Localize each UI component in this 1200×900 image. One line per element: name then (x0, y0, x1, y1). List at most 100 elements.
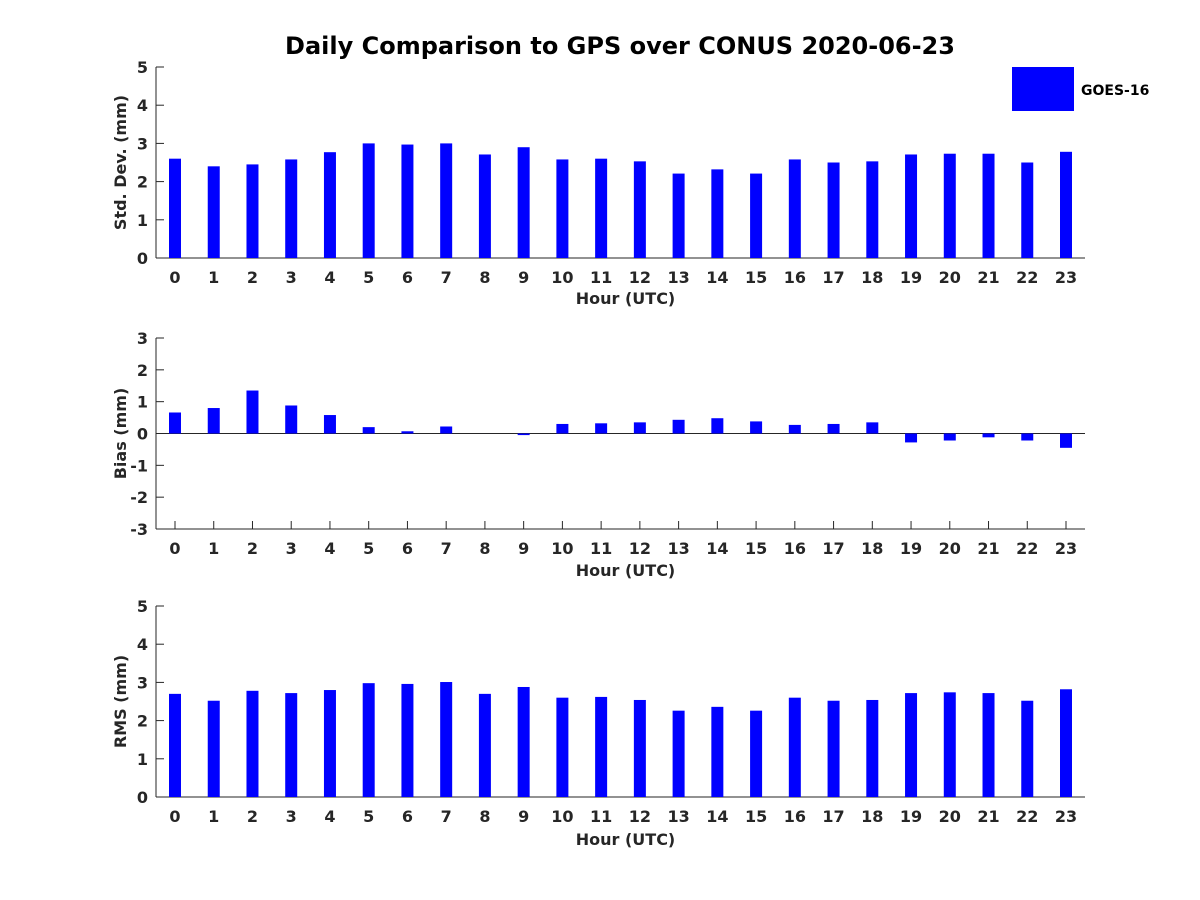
x-tick-label: 0 (169, 539, 180, 558)
bar-rms-hour-12 (633, 699, 646, 797)
x-tick-label: 23 (1055, 539, 1077, 558)
x-tick-label: 6 (402, 807, 413, 826)
x-tick-label: 9 (518, 807, 529, 826)
y-axis-label: Bias (mm) (111, 388, 130, 480)
x-tick-label: 3 (286, 807, 297, 826)
bar-stddev-hour-18 (866, 161, 879, 258)
x-tick-label: 23 (1055, 268, 1077, 287)
x-tick-label: 9 (518, 539, 529, 558)
bar-rms-hour-4 (323, 690, 336, 797)
bar-stddev-hour-2 (246, 164, 259, 258)
y-tick-label: 2 (137, 173, 148, 192)
y-tick-label: 5 (137, 58, 148, 77)
bar-bias-hour-13 (672, 419, 685, 434)
bar-stddev-hour-5 (362, 143, 375, 258)
bar-rms-hour-5 (362, 683, 375, 797)
x-tick-label: 1 (208, 539, 219, 558)
x-tick-label: 14 (706, 539, 728, 558)
x-tick-label: 13 (667, 539, 689, 558)
bar-bias-hour-16 (788, 424, 801, 434)
x-tick-label: 15 (745, 807, 767, 826)
x-tick-label: 8 (479, 539, 490, 558)
y-tick-label: 4 (137, 96, 148, 115)
x-tick-label: 12 (629, 268, 651, 287)
bar-rms-hour-21 (982, 693, 995, 797)
x-tick-label: 18 (861, 268, 883, 287)
x-tick-label: 20 (939, 539, 961, 558)
bar-stddev-hour-12 (633, 161, 646, 258)
x-tick-label: 16 (784, 807, 806, 826)
bar-stddev-hour-1 (207, 166, 220, 258)
bar-stddev-hour-3 (285, 159, 298, 258)
x-tick-label: 7 (441, 539, 452, 558)
bar-stddev-hour-16 (788, 159, 801, 258)
bar-bias-hour-23 (1060, 433, 1072, 448)
bar-stddev-hour-13 (672, 173, 685, 258)
y-tick-label: 3 (137, 134, 148, 153)
x-tick-label: 14 (706, 268, 728, 287)
x-tick-label: 23 (1055, 807, 1077, 826)
x-tick-label: 19 (900, 807, 922, 826)
bar-bias-hour-18 (866, 422, 879, 434)
x-tick-label: 9 (518, 268, 529, 287)
bar-rms-hour-23 (1060, 689, 1072, 797)
x-tick-label: 3 (286, 268, 297, 287)
legend: GOES-16 (1012, 67, 1149, 111)
y-tick-label: 3 (137, 673, 148, 692)
bar-bias-hour-6 (401, 431, 414, 434)
bar-bias-hour-17 (827, 423, 840, 434)
x-tick-label: 8 (479, 268, 490, 287)
bar-rms-hour-7 (440, 682, 453, 797)
bar-bias-hour-4 (323, 415, 336, 434)
bar-stddev-hour-14 (711, 169, 724, 258)
x-tick-label: 4 (324, 539, 335, 558)
bar-bias-hour-1 (207, 408, 220, 434)
bar-rms-hour-19 (905, 693, 918, 797)
bar-bias-hour-12 (633, 422, 646, 434)
x-tick-label: 10 (551, 539, 573, 558)
y-tick-label: 4 (137, 635, 148, 654)
x-tick-label: 12 (629, 539, 651, 558)
bar-bias-hour-10 (556, 423, 569, 434)
x-tick-label: 6 (402, 539, 413, 558)
x-tick-label: 20 (939, 268, 961, 287)
x-tick-label: 3 (286, 539, 297, 558)
x-tick-label: 21 (977, 807, 999, 826)
bar-rms-hour-1 (207, 700, 220, 797)
bar-rms-hour-16 (788, 697, 801, 797)
bar-stddev-hour-23 (1060, 151, 1072, 258)
y-tick-label: 1 (137, 750, 148, 769)
y-tick-label: -3 (130, 520, 148, 539)
x-tick-label: 11 (590, 807, 612, 826)
legend-label: GOES-16 (1081, 83, 1149, 99)
y-tick-label: 1 (137, 211, 148, 230)
bar-stddev-hour-21 (982, 153, 995, 258)
y-tick-label: 0 (137, 788, 148, 807)
bar-stddev-hour-17 (827, 162, 840, 258)
bar-rms-hour-18 (866, 699, 879, 797)
x-tick-label: 2 (247, 539, 258, 558)
bar-rms-hour-13 (672, 710, 685, 797)
x-tick-label: 17 (822, 268, 844, 287)
y-tick-label: -2 (130, 488, 148, 507)
x-tick-label: 2 (247, 268, 258, 287)
x-tick-label: 7 (441, 807, 452, 826)
bar-rms-hour-8 (478, 693, 491, 797)
x-tick-label: 4 (324, 807, 335, 826)
bar-stddev-hour-15 (750, 173, 763, 258)
bar-rms-hour-0 (169, 693, 181, 797)
legend-swatch (1012, 67, 1074, 111)
x-tick-label: 13 (667, 268, 689, 287)
bar-rms-hour-15 (750, 710, 763, 797)
x-tick-label: 13 (667, 807, 689, 826)
bar-bias-hour-20 (943, 433, 956, 441)
bar-bias-hour-9 (517, 433, 530, 436)
bar-stddev-hour-10 (556, 159, 569, 258)
x-tick-label: 21 (977, 539, 999, 558)
bar-bias-hour-11 (595, 423, 608, 434)
x-axis-label: Hour (UTC) (576, 561, 676, 580)
x-tick-label: 5 (363, 807, 374, 826)
